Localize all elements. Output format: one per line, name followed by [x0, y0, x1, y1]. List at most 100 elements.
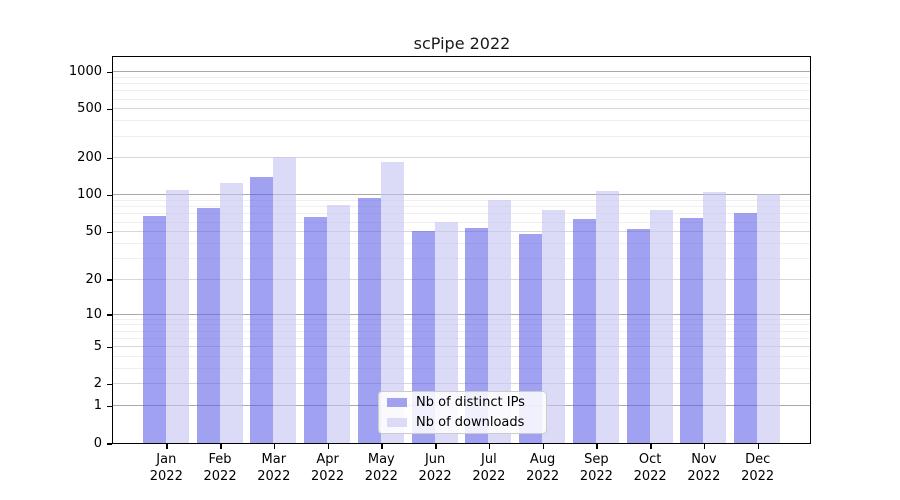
x-tick-label: Jul 2022	[472, 452, 506, 484]
legend-label-distinct-ips: Nb of distinct IPs	[416, 395, 525, 410]
bar-downloads	[757, 194, 781, 443]
gridline-minor	[113, 330, 810, 332]
x-tick-mark	[435, 443, 437, 449]
y-tick-label: 2	[93, 376, 102, 392]
bar-downloads	[542, 210, 566, 443]
y-tick-mark	[107, 314, 112, 316]
gridline-minor	[113, 98, 810, 100]
gridline-minor	[113, 318, 810, 320]
y-tick-label: 1	[93, 398, 102, 414]
legend-swatch-distinct-ips	[387, 398, 407, 407]
gridline-minor	[113, 83, 810, 85]
gridline-minor	[113, 213, 810, 215]
bar-distinct-ips	[519, 234, 543, 443]
x-tick-mark	[327, 443, 330, 449]
y-tick-label: 100	[77, 187, 102, 203]
gridline-major	[113, 278, 810, 280]
gridline-minor	[113, 76, 810, 78]
gridline-minor	[113, 221, 810, 223]
y-tick-mark	[107, 443, 112, 445]
y-tick-label: 1000	[68, 64, 102, 80]
gridline-major	[113, 71, 810, 73]
bar-downloads	[273, 156, 297, 443]
bar-downloads	[703, 191, 727, 443]
gridline-minor	[113, 355, 810, 357]
gridline-major	[113, 194, 810, 196]
gridline-minor	[113, 242, 810, 244]
legend-item-downloads: Nb of downloads	[387, 413, 546, 432]
gridline-minor	[113, 324, 810, 326]
gridline-minor	[113, 257, 810, 259]
y-tick-label: 5	[93, 339, 102, 355]
x-tick-mark	[488, 443, 491, 449]
gridline-minor	[113, 200, 810, 202]
bar-distinct-ips	[357, 197, 381, 443]
legend-label-downloads: Nb of downloads	[416, 415, 525, 430]
x-tick-mark	[596, 443, 598, 449]
bar-downloads	[649, 210, 673, 443]
x-tick-label: Sep 2022	[579, 452, 613, 484]
bar-distinct-ips	[411, 231, 435, 443]
bar-distinct-ips	[680, 218, 704, 443]
x-tick-mark	[381, 443, 383, 449]
x-tick-mark	[220, 443, 222, 449]
y-tick-mark	[107, 383, 112, 386]
y-tick-mark	[107, 157, 112, 160]
y-tick-label: 500	[77, 101, 102, 117]
bar-downloads	[327, 204, 351, 443]
bar-distinct-ips	[196, 207, 220, 443]
y-tick-mark	[107, 71, 112, 74]
y-tick-mark	[107, 194, 112, 197]
gridline-minor	[113, 367, 810, 369]
bar-distinct-ips	[572, 218, 596, 443]
x-tick-label: Jun 2022	[418, 452, 452, 484]
bar-downloads	[434, 222, 458, 443]
chart-title: scPipe 2022	[413, 34, 511, 53]
y-tick-mark	[107, 279, 112, 281]
legend-swatch-downloads	[387, 418, 407, 427]
x-tick-mark	[757, 443, 760, 449]
gridline-major	[113, 157, 810, 159]
bar-distinct-ips	[465, 228, 489, 443]
gridline-minor	[113, 337, 810, 339]
y-tick-mark	[107, 346, 112, 349]
x-tick-label: Aug 2022	[526, 452, 560, 484]
x-tick-mark	[703, 443, 706, 449]
bar-distinct-ips	[304, 217, 328, 443]
gridline-major	[113, 383, 810, 385]
gridline-minor	[113, 135, 810, 137]
x-tick-label: Jan 2022	[149, 452, 183, 484]
gridline-major	[113, 231, 810, 233]
bar-distinct-ips	[626, 229, 650, 443]
gridline-minor	[113, 120, 810, 122]
bar-downloads	[595, 191, 619, 443]
bar-distinct-ips	[734, 213, 758, 443]
y-tick-label: 50	[85, 224, 102, 240]
bar-downloads	[165, 190, 189, 443]
x-tick-label: Oct 2022	[633, 452, 667, 484]
gridline-minor	[113, 206, 810, 208]
x-tick-label: May 2022	[364, 452, 398, 484]
gridline-minor	[113, 90, 810, 92]
bar-distinct-ips	[250, 176, 274, 443]
bar-downloads	[488, 200, 512, 443]
plot-area	[112, 56, 811, 444]
x-tick-mark	[166, 443, 168, 449]
y-tick-label: 10	[85, 306, 102, 322]
x-tick-label: Nov 2022	[687, 452, 721, 484]
gridline-major	[113, 108, 810, 110]
x-tick-label: Feb 2022	[203, 452, 237, 484]
x-tick-mark	[273, 443, 276, 449]
x-tick-label: Dec 2022	[741, 452, 775, 484]
legend: Nb of distinct IPs Nb of downloads	[378, 391, 547, 434]
y-tick-label: 20	[85, 271, 102, 287]
bar-downloads	[380, 162, 404, 443]
x-tick-mark	[650, 443, 652, 449]
x-tick-mark	[542, 443, 545, 449]
y-tick-mark	[107, 231, 112, 234]
gridline-major	[113, 346, 810, 348]
y-tick-label: 200	[77, 150, 102, 166]
y-tick-label: 0	[93, 435, 102, 451]
legend-item-distinct-ips: Nb of distinct IPs	[387, 393, 546, 412]
